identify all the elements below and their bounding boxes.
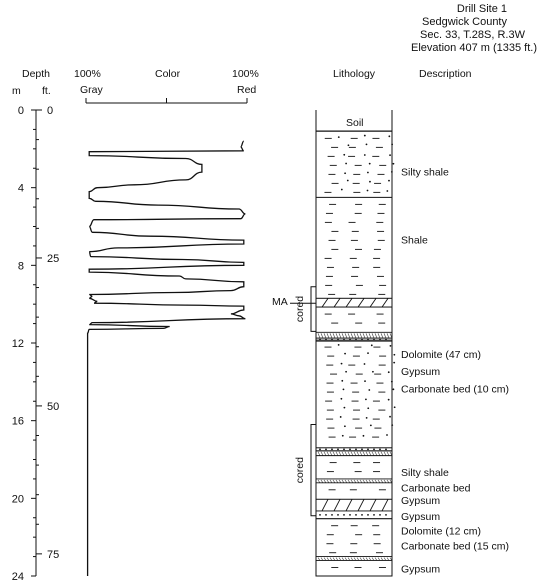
site-location: Sec. 33, T.28S, R.3W bbox=[420, 29, 526, 41]
depth-header: Depth bbox=[22, 68, 50, 80]
soil-label: Soil bbox=[346, 117, 364, 129]
bed-silty-shale-lower bbox=[316, 339, 396, 438]
depth-axis: 0 4 8 12 16 20 24 0 25 50 75 bbox=[12, 105, 60, 583]
bed-shale-5 bbox=[316, 518, 392, 554]
feet-tick-label: 75 bbox=[47, 549, 59, 561]
bed-gypsum-upper bbox=[316, 331, 393, 339]
feet-tick-label: 0 bbox=[47, 105, 53, 117]
description-label: Carbonate bed bbox=[401, 483, 471, 495]
meter-tick-label: 0 bbox=[18, 105, 24, 117]
color-scale bbox=[85, 98, 248, 104]
description-label: Gypsum bbox=[401, 564, 440, 576]
meter-tick-label: 4 bbox=[18, 183, 24, 195]
meter-tick-label: 24 bbox=[12, 571, 24, 583]
cored-bracket: cored bbox=[294, 286, 316, 332]
bed-gypsum-3 bbox=[316, 478, 393, 484]
bed-dolomite-12cm bbox=[315, 498, 393, 512]
description-label: Carbonate bed (15 cm) bbox=[401, 540, 509, 552]
ma-marker: MA bbox=[272, 296, 316, 308]
bed-gypsum-2 bbox=[316, 450, 393, 456]
red-label: Red bbox=[237, 84, 256, 96]
bed-shale-4 bbox=[316, 482, 392, 491]
cored-bracket: cored bbox=[294, 424, 316, 517]
description-label: Silty shale bbox=[401, 166, 449, 178]
description-label: Shale bbox=[401, 234, 428, 246]
gray-percent-label: 100% bbox=[74, 68, 101, 80]
site-county: Sedgwick County bbox=[422, 16, 507, 28]
gray-label: Gray bbox=[80, 84, 104, 96]
site-name: Drill Site 1 bbox=[457, 3, 507, 15]
description-label: Gypsum bbox=[401, 366, 440, 378]
meter-tick-label: 16 bbox=[12, 416, 24, 428]
column-headers: Depth m ft. 100% Gray Color 100% Red Lit… bbox=[12, 68, 472, 97]
feet-tick-label: 25 bbox=[47, 253, 59, 265]
meter-tick-label: 8 bbox=[18, 260, 24, 272]
bed-silty-shale-upper bbox=[316, 130, 395, 193]
color-curve-panel bbox=[86, 140, 246, 576]
bed-shale-2 bbox=[316, 306, 392, 324]
cored-label: cored bbox=[294, 296, 306, 322]
site-info: Drill Site 1 Sedgwick County Sec. 33, T.… bbox=[411, 3, 537, 54]
description-label: Dolomite (12 cm) bbox=[401, 526, 481, 538]
feet-unit-label: ft. bbox=[42, 85, 51, 97]
description-label: Silty shale bbox=[401, 467, 449, 479]
color-header: Color bbox=[155, 68, 181, 80]
red-percent-label: 100% bbox=[232, 68, 259, 80]
description-label: Carbonate bed (10 cm) bbox=[401, 383, 509, 395]
cored-label: cored bbox=[294, 457, 306, 483]
lithology-header: Lithology bbox=[333, 68, 376, 80]
meter-tick-label: 20 bbox=[12, 493, 24, 505]
ma-label: MA bbox=[272, 296, 288, 308]
cored-intervals: cored cored bbox=[294, 286, 316, 517]
description-label: Gypsum bbox=[401, 495, 440, 507]
description-label: Dolomite (47 cm) bbox=[401, 349, 481, 361]
color-curve bbox=[86, 140, 246, 576]
bed-carbonate-bed-15cm bbox=[315, 510, 393, 520]
bed-gypsum-4 bbox=[316, 556, 393, 561]
feet-tick-label: 50 bbox=[47, 401, 59, 413]
bed-shale bbox=[316, 196, 392, 295]
bed-shale-3 bbox=[316, 455, 392, 473]
site-elevation: Elevation 407 m (1335 ft.) bbox=[411, 42, 537, 54]
description-header: Description bbox=[419, 68, 472, 80]
bed-shale-6 bbox=[316, 560, 392, 568]
bed-dolomite-upper bbox=[315, 297, 393, 308]
lithology-column: Soil bbox=[315, 110, 396, 577]
meter-tick-label: 12 bbox=[12, 338, 24, 350]
meter-unit-label: m bbox=[12, 85, 21, 97]
description-label: Gypsum bbox=[401, 511, 440, 523]
